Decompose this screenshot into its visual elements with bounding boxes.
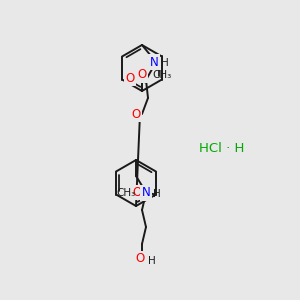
Text: H: H — [148, 256, 156, 266]
Text: N: N — [142, 187, 150, 200]
Text: O: O — [137, 68, 147, 82]
Text: O: O — [135, 253, 145, 266]
Text: O: O — [131, 107, 141, 121]
Text: HCl · H: HCl · H — [199, 142, 245, 154]
Text: H: H — [161, 58, 169, 68]
Text: CH₃: CH₃ — [152, 70, 171, 80]
Text: H: H — [153, 189, 161, 199]
Text: O: O — [125, 71, 135, 85]
Text: N: N — [150, 56, 158, 68]
Text: CH₃: CH₃ — [116, 188, 135, 197]
Text: O: O — [132, 186, 142, 199]
